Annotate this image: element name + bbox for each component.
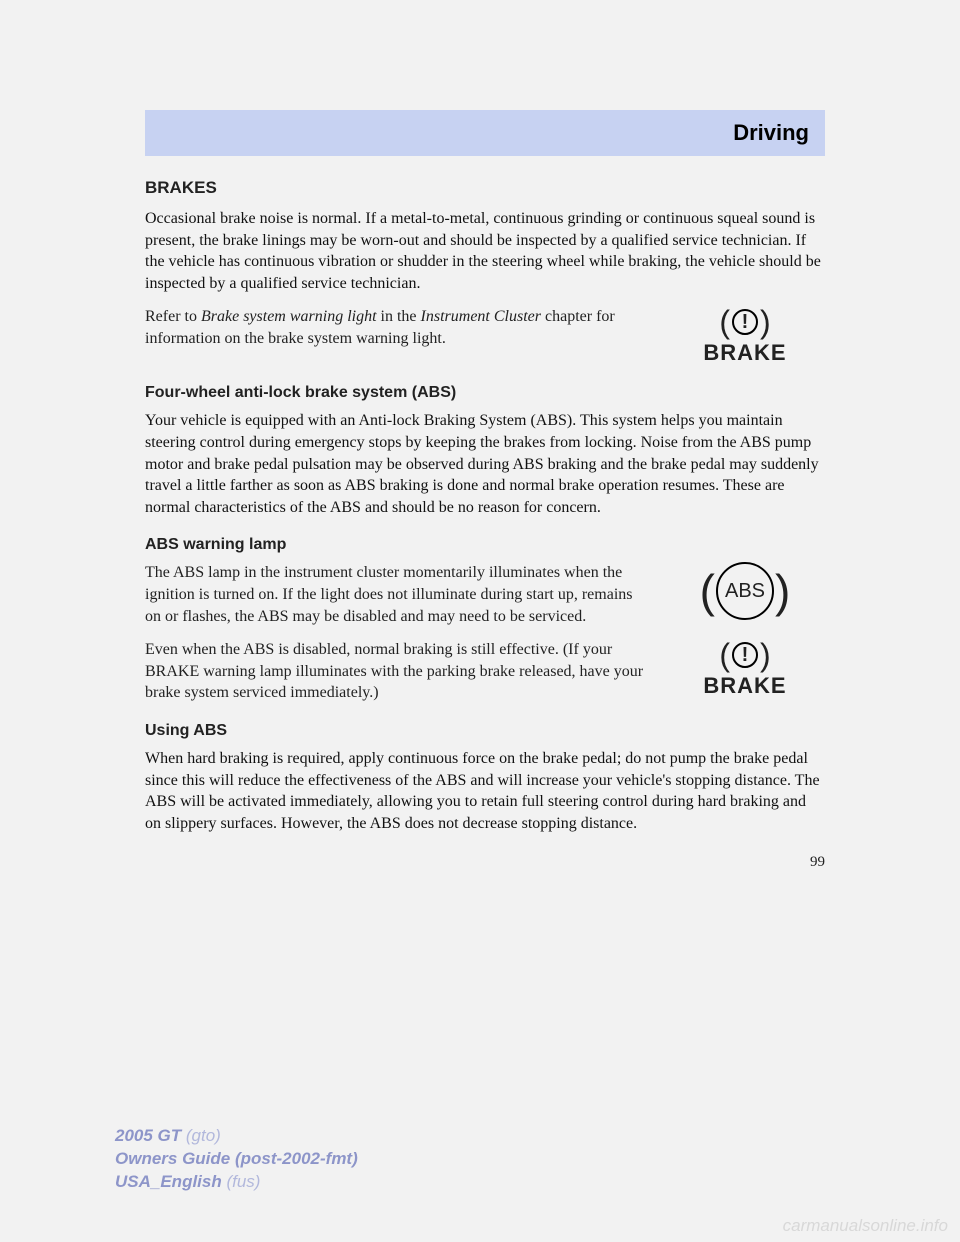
paren-left-icon: ( (700, 568, 715, 614)
brake-word: BRAKE (703, 340, 786, 366)
abs-circle-icon: ABS (716, 562, 774, 620)
paren-left-icon: ( (719, 639, 730, 671)
refer-mid: in the (377, 308, 421, 325)
page-number: 99 (145, 854, 825, 871)
footer-lang: USA_English (115, 1172, 226, 1191)
paren-right-icon: ) (760, 306, 771, 338)
brake-warning-icon: ( ! ) BRAKE (703, 639, 786, 699)
abs-lamp-row-2: Even when the ABS is disabled, normal br… (145, 639, 825, 704)
brake-refer-row: Refer to Brake system warning light in t… (145, 306, 825, 366)
brake-symbol: ( ! ) (719, 306, 770, 338)
footer-line-3: USA_English (fus) (115, 1171, 358, 1194)
footer-model: 2005 GT (115, 1126, 186, 1145)
page-content: Driving BRAKES Occasional brake noise is… (145, 110, 825, 871)
abs-lamp-text-2: Even when the ABS is disabled, normal br… (145, 639, 665, 704)
brakes-paragraph-1: Occasional brake noise is normal. If a m… (145, 208, 825, 294)
brake-symbol: ( ! ) (719, 639, 770, 671)
footer-line-1: 2005 GT (gto) (115, 1125, 358, 1148)
refer-pre: Refer to (145, 308, 201, 325)
brake-warning-icon: ( ! ) BRAKE (703, 306, 786, 366)
exclaim-circle-icon: ! (732, 642, 758, 668)
abs-lamp-row-1: The ABS lamp in the instrument cluster m… (145, 562, 825, 627)
abs-warning-icon: ( ABS ) (700, 562, 791, 620)
heading-abs-lamp: ABS warning lamp (145, 536, 825, 554)
brake-word-2: BRAKE (703, 673, 786, 699)
abs-system-paragraph: Your vehicle is equipped with an Anti-lo… (145, 410, 825, 518)
brake-refer-text: Refer to Brake system warning light in t… (145, 306, 665, 349)
paren-right-icon: ) (775, 568, 790, 614)
abs-lamp-text-1: The ABS lamp in the instrument cluster m… (145, 562, 665, 627)
footer-line-2: Owners Guide (post-2002-fmt) (115, 1148, 358, 1171)
footer: 2005 GT (gto) Owners Guide (post-2002-fm… (115, 1125, 358, 1194)
heading-brakes: BRAKES (145, 178, 825, 198)
abs-icon-box: ( ABS ) (665, 562, 825, 620)
heading-using-abs: Using ABS (145, 722, 825, 740)
using-abs-paragraph: When hard braking is required, apply con… (145, 748, 825, 834)
refer-em1: Brake system warning light (201, 308, 377, 325)
refer-em2: Instrument Cluster (421, 308, 541, 325)
watermark: carmanualsonline.info (783, 1216, 948, 1236)
brake-icon-box-2: ( ! ) BRAKE (665, 639, 825, 699)
footer-code-2: (fus) (226, 1172, 260, 1191)
paren-left-icon: ( (719, 306, 730, 338)
heading-abs-system: Four-wheel anti-lock brake system (ABS) (145, 384, 825, 402)
brake-icon-box: ( ! ) BRAKE (665, 306, 825, 366)
paren-right-icon: ) (760, 639, 771, 671)
footer-code-1: (gto) (186, 1126, 221, 1145)
chapter-header: Driving (145, 110, 825, 156)
exclaim-circle-icon: ! (732, 309, 758, 335)
chapter-title: Driving (733, 120, 809, 145)
